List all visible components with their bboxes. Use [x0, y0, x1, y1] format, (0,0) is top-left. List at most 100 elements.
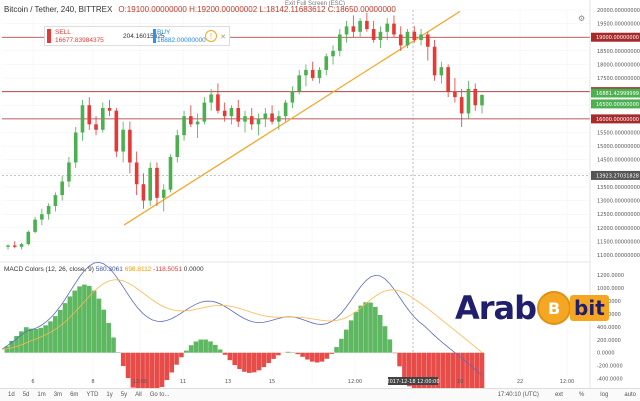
- info-icon[interactable]: !: [205, 30, 217, 42]
- candle-body: [467, 89, 471, 114]
- candle-body: [406, 32, 410, 46]
- macd-histogram-bar: [203, 340, 208, 353]
- macd-histogram-bar: [111, 337, 116, 352]
- macd-histogram-bar: [228, 353, 233, 360]
- macd-histogram-bar: [38, 328, 43, 353]
- candle-body: [40, 214, 44, 219]
- symbol-title[interactable]: Bitcoin / Tether, 240, BITTREX: [4, 5, 112, 14]
- macd-histogram-bar: [271, 353, 276, 359]
- macd-histogram-bar: [97, 299, 102, 353]
- price-tick-label: 19500.00000000: [597, 22, 640, 28]
- candle-body: [223, 111, 227, 116]
- time-tick-label: 12:00: [348, 379, 362, 385]
- signal-value: 698.8112: [125, 266, 152, 273]
- candle-body: [480, 95, 484, 105]
- goto-button[interactable]: Go to...: [150, 392, 170, 398]
- range-1y[interactable]: 1y: [106, 392, 112, 398]
- ohlc-values: O:19100.00000000 H:19200.00000002 L:1814…: [118, 5, 395, 14]
- price-tick-label: 20000.00000000: [597, 8, 640, 14]
- candle-body: [304, 70, 308, 75]
- price-tag: 16500.00000000: [596, 102, 639, 108]
- macd-legend[interactable]: MACD Colors (12, 26, close, 9) 580.3061 …: [4, 266, 204, 273]
- price-tick-label: 11000.00000000: [597, 253, 640, 259]
- range-1m[interactable]: 1m: [37, 392, 45, 398]
- macd-histogram-bar: [160, 353, 165, 387]
- range-all[interactable]: All: [135, 392, 142, 398]
- candle-body: [440, 67, 444, 75]
- percent-toggle[interactable]: %: [579, 392, 584, 398]
- close-icon[interactable]: ✕: [220, 33, 226, 41]
- logo-text-bit: bit: [570, 295, 609, 321]
- candle-body: [142, 184, 146, 200]
- candle-body: [13, 245, 17, 246]
- candle-body: [372, 29, 376, 40]
- candle-body: [399, 35, 403, 46]
- bottom-toolbar: 1d 5d 1m 3m 6m YTD 1y 5y All Go to... 17…: [0, 388, 640, 401]
- candle-body: [148, 168, 152, 201]
- macd-histogram-bar: [169, 353, 174, 373]
- range-3m[interactable]: 3m: [54, 392, 62, 398]
- range-ytd[interactable]: YTD: [86, 392, 98, 398]
- log-toggle[interactable]: log: [600, 392, 608, 398]
- macd-histogram-bar: [198, 340, 203, 353]
- macd-histogram-bar: [354, 312, 359, 353]
- crosshair-time-label: 2017-12-18 12:00:00: [386, 379, 439, 385]
- macd-value: 580.3061: [96, 266, 123, 273]
- candle-body: [385, 24, 389, 32]
- macd-histogram-bar: [412, 353, 417, 393]
- candle-body: [230, 108, 234, 116]
- macd-histogram-bar: [218, 349, 223, 352]
- macd-tick-label: -400.0000: [597, 377, 623, 383]
- macd-histogram-bar: [121, 353, 126, 366]
- price-tag: 13923.27031828: [596, 173, 639, 179]
- time-tick-label: 20: [457, 379, 463, 385]
- candle-body: [169, 157, 173, 190]
- macd-histogram-bar: [242, 353, 247, 372]
- macd-histogram-bar: [184, 351, 189, 353]
- time-tick-label: 8: [91, 379, 94, 385]
- price-tick-label: 18500.00000000: [597, 49, 640, 55]
- candle-body: [162, 190, 166, 198]
- macd-histogram-bar: [266, 353, 271, 363]
- clock: 17:40:10 (UTC): [498, 392, 539, 398]
- ext-toggle[interactable]: ext: [555, 392, 563, 398]
- gear-icon[interactable]: ⚙: [578, 14, 585, 23]
- buy-indicator: [153, 29, 156, 43]
- candle-body: [264, 113, 268, 118]
- range-1d[interactable]: 1d: [8, 392, 15, 398]
- macd-histogram-bar: [126, 353, 131, 378]
- time-tick-label: 15: [269, 379, 275, 385]
- sell-button[interactable]: SELL 16677.83984375: [55, 29, 104, 45]
- range-5y[interactable]: 5y: [121, 392, 127, 398]
- range-5d[interactable]: 5d: [23, 392, 30, 398]
- macd-histogram-bar: [257, 353, 262, 371]
- price-tick-label: 17500.00000000: [597, 76, 640, 82]
- macd-histogram-bar: [213, 345, 218, 353]
- macd-histogram-bar: [165, 353, 170, 380]
- candle-body: [54, 195, 58, 206]
- buy-label: BUY: [157, 29, 206, 37]
- time-tick-label: 11: [180, 379, 186, 385]
- auto-toggle[interactable]: auto: [624, 392, 636, 398]
- candle-body: [358, 21, 362, 32]
- candle-body: [87, 105, 91, 124]
- candle-body: [257, 119, 261, 124]
- sell-label: SELL: [55, 29, 104, 37]
- macd-tick-label: -200.0000: [597, 364, 623, 370]
- macd-histogram-bar: [397, 353, 402, 367]
- buy-button[interactable]: BUY 16882.00000000: [157, 29, 206, 45]
- macd-histogram-bar: [363, 302, 368, 352]
- histogram-value: -118.5051: [153, 266, 182, 273]
- time-tick-label: 6: [31, 379, 34, 385]
- candle-body: [426, 35, 430, 47]
- macd-histogram-bar: [155, 353, 160, 393]
- macd-histogram-bar: [315, 353, 320, 363]
- candle-body: [101, 108, 105, 130]
- candle-body: [135, 162, 139, 184]
- range-6m[interactable]: 6m: [70, 392, 78, 398]
- macd-histogram-bar: [63, 303, 68, 353]
- exit-fullscreen-hint[interactable]: Exit Full Screen (ESC): [285, 1, 345, 7]
- candle-body: [189, 116, 193, 124]
